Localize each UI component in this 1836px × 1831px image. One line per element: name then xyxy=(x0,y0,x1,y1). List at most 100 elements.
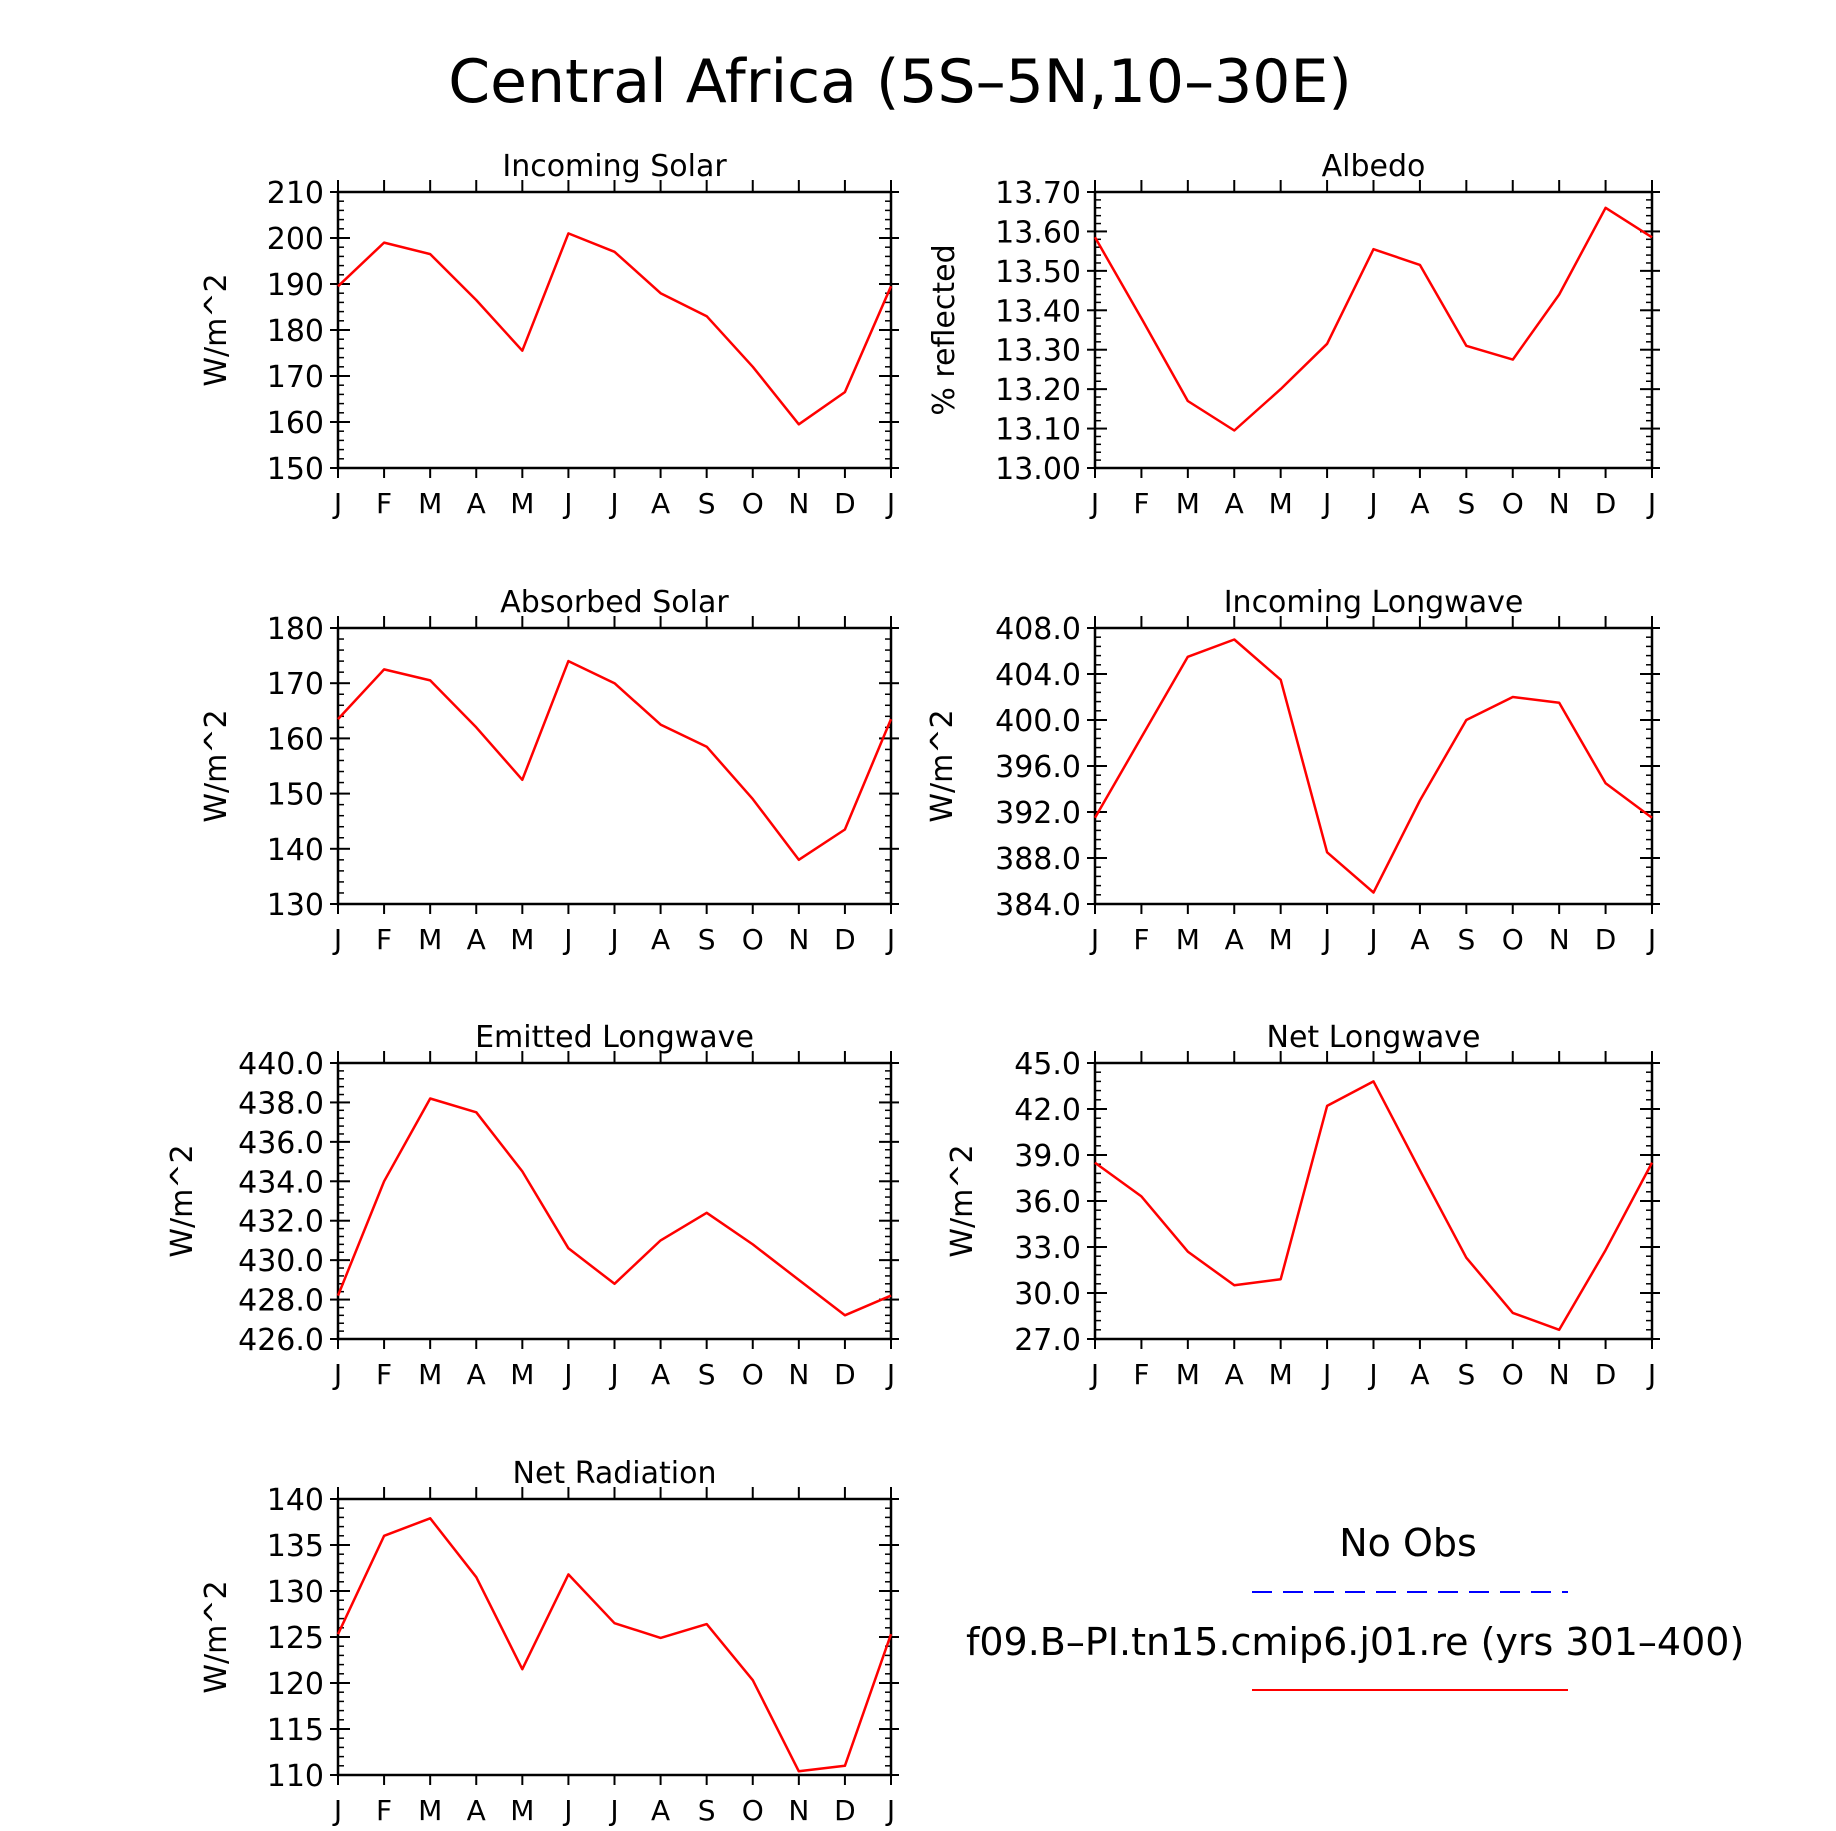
panel-7-xtick-label: N xyxy=(788,1794,809,1827)
panel-4-xtick-label: D xyxy=(1595,923,1617,956)
panel-5-xtick-label: A xyxy=(651,1358,670,1391)
panel-3-xtick-label: J xyxy=(885,923,895,956)
panel-5-ytick-label: 438.0 xyxy=(238,1086,324,1121)
panel-2-title: Albedo xyxy=(1322,149,1426,184)
panel-1-xtick-label: M xyxy=(510,487,534,520)
panel-4-xtick-label: A xyxy=(1410,923,1429,956)
panel-1-ytick-label: 200 xyxy=(267,222,324,257)
panel-2-xtick-label: A xyxy=(1410,487,1429,520)
panel-7-title: Net Radiation xyxy=(513,1456,717,1491)
panel-2-ytick-label: 13.70 xyxy=(995,176,1081,211)
panel-7-ytick-label: 135 xyxy=(267,1529,324,1564)
panel-5-ytick-label: 434.0 xyxy=(238,1165,324,1200)
panel-2-xtick-label: J xyxy=(1367,487,1377,520)
panel-2-xtick-label: S xyxy=(1457,487,1475,520)
panel-4-ytick-label: 388.0 xyxy=(995,842,1081,877)
panel-6-xtick-label: J xyxy=(1367,1358,1377,1391)
panel-6-xtick-label: D xyxy=(1595,1358,1617,1391)
panel-1-series-line xyxy=(337,232,893,426)
panel-4-ytick-label: 384.0 xyxy=(995,888,1081,923)
panel-6-ylabel: W/m^2 xyxy=(945,1144,980,1257)
panel-7-xtick-label: S xyxy=(698,1794,716,1827)
panel-4-xtick-label: J xyxy=(1367,923,1377,956)
legend-model-label: f09.B–PI.tn15.cmip6.j01.re (yrs 301–400) xyxy=(966,1620,1744,1664)
panel-7-series-line xyxy=(336,1517,893,1773)
panel-7-xtick-label: M xyxy=(510,1794,534,1827)
panel-3-xtick-label: F xyxy=(376,923,392,956)
panel-6-xtick-label: J xyxy=(1646,1358,1656,1391)
panel-1-xtick-label: M xyxy=(418,487,442,520)
panel-5-ytick-label: 436.0 xyxy=(238,1126,324,1161)
panel-5-xtick-label: J xyxy=(562,1358,572,1391)
panel-3-xtick-label: J xyxy=(562,923,572,956)
panel-6-title: Net Longwave xyxy=(1267,1020,1481,1055)
panel-3-xtick-label: A xyxy=(467,923,486,956)
panel-6-xtick-label: J xyxy=(1089,1358,1099,1391)
panel-5-ytick-label: 426.0 xyxy=(238,1323,324,1358)
panel-4-title: Incoming Longwave xyxy=(1224,585,1524,620)
panel-7-xtick-label: D xyxy=(834,1794,856,1827)
panel-2-xtick-label: A xyxy=(1225,487,1244,520)
panel-1-xtick-label: J xyxy=(885,487,895,520)
panel-5-ylabel: W/m^2 xyxy=(165,1144,200,1257)
panel-4-xtick-label: N xyxy=(1549,923,1570,956)
panel-3-series-line xyxy=(337,659,893,862)
panel-5-ytick-label: 430.0 xyxy=(238,1244,324,1279)
panel-6-xtick-label: A xyxy=(1225,1358,1244,1391)
panel-4: Incoming Longwave W/m^2 384.0 388.0 392.0 396… xyxy=(925,585,1660,956)
panel-2-ytick-label: 13.60 xyxy=(995,215,1081,250)
panel-2-ytick-label: 13.50 xyxy=(995,255,1081,290)
panel-2-ylabel: % reflected xyxy=(927,244,962,415)
panel-1: Incoming Solar W/m^2 150 160 170 180 190 200 210… xyxy=(199,149,899,520)
panel-5-series-line xyxy=(336,1097,892,1317)
panel-2-xtick-label: M xyxy=(1269,487,1293,520)
panel-1-xtick-label: F xyxy=(376,487,392,520)
panel-6-xtick-label: M xyxy=(1176,1358,1200,1391)
panel-3-ytick-label: 130 xyxy=(267,888,324,923)
panel-3-title: Absorbed Solar xyxy=(500,585,729,620)
panel-5-xtick-label: J xyxy=(608,1358,618,1391)
panel-3-xtick-label: D xyxy=(834,923,856,956)
panel-3-xtick-label: A xyxy=(651,923,670,956)
panel-3-ytick-label: 180 xyxy=(267,612,324,647)
panel-5-xtick-label: J xyxy=(332,1358,342,1391)
panel-7-ytick-label: 130 xyxy=(267,1575,324,1610)
panel-4-xtick-label: S xyxy=(1457,923,1475,956)
panel-4-xtick-label: F xyxy=(1133,923,1149,956)
panels: Incoming Solar W/m^2 150 160 170 180 190 200 210… xyxy=(165,149,1660,1827)
panel-6-ytick-label: 45.0 xyxy=(1014,1047,1081,1082)
panel-5-xtick-label: D xyxy=(834,1358,856,1391)
panel-1-xtick-label: A xyxy=(651,487,670,520)
panel-2-xtick-label: O xyxy=(1502,487,1524,520)
panel-1-xtick-label: J xyxy=(332,487,342,520)
panel-1-ytick-label: 170 xyxy=(267,360,324,395)
panel-7-xtick-label: A xyxy=(467,1794,486,1827)
panel-7-frame xyxy=(336,1497,893,1777)
panel-7-xtick-label: J xyxy=(608,1794,618,1827)
panel-6-xtick-label: N xyxy=(1549,1358,1570,1391)
panel-5-xtick-label: J xyxy=(885,1358,895,1391)
panel-5-frame xyxy=(336,1061,893,1341)
panel-7-xtick-label: J xyxy=(562,1794,572,1827)
panel-5-ytick-label: 440.0 xyxy=(238,1047,324,1082)
panel-5-xtick-label: N xyxy=(788,1358,809,1391)
panel-1-xtick-label: J xyxy=(562,487,572,520)
panel-3-ytick-label: 140 xyxy=(267,833,324,868)
panel-2-ytick-label: 13.00 xyxy=(995,452,1081,487)
panel-7-ytick-label: 115 xyxy=(267,1713,324,1748)
panel-4-xtick-label: J xyxy=(1089,923,1099,956)
panel-3-ytick-label: 160 xyxy=(267,722,324,757)
figure-title: Central Africa (5S–5N,10–30E) xyxy=(448,47,1352,117)
panel-2-ytick-label: 13.30 xyxy=(995,334,1081,369)
panel-1-ylabel: W/m^2 xyxy=(199,273,234,386)
panel-1-xtick-label: A xyxy=(467,487,486,520)
panel-5-xtick-label: O xyxy=(742,1358,764,1391)
panel-4-series-line xyxy=(1093,638,1653,894)
panel-5-ytick-label: 432.0 xyxy=(238,1205,324,1240)
panel-1-ytick-label: 190 xyxy=(267,268,324,303)
panel-3-xtick-label: O xyxy=(742,923,764,956)
panel-3-xtick-label: M xyxy=(418,923,442,956)
legend: No Obs f09.B–PI.tn15.cmip6.j01.re (yrs 3… xyxy=(966,1521,1744,1691)
panel-4-xtick-label: M xyxy=(1269,923,1293,956)
